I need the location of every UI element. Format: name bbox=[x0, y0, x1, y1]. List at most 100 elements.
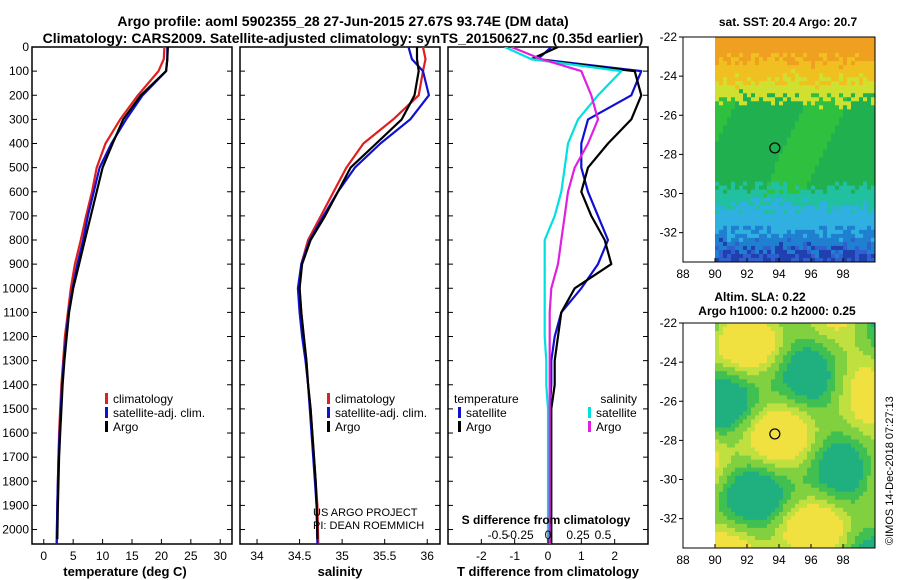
map-cell bbox=[855, 371, 860, 376]
map-cell bbox=[715, 37, 720, 42]
map-cell bbox=[771, 233, 776, 239]
map-cell bbox=[807, 427, 812, 432]
map-cell bbox=[779, 53, 784, 58]
map-cell bbox=[803, 359, 808, 364]
map-cell bbox=[871, 249, 876, 255]
map-x-tick-label: 98 bbox=[836, 267, 850, 281]
map-cell bbox=[859, 129, 864, 134]
map-cell bbox=[763, 201, 768, 207]
map-cell bbox=[755, 137, 760, 142]
map-cell bbox=[719, 327, 724, 332]
map-cell bbox=[819, 383, 824, 388]
map-cell bbox=[803, 101, 808, 106]
map-cell bbox=[779, 129, 784, 134]
map-cell bbox=[855, 53, 860, 58]
map-cell bbox=[835, 527, 840, 533]
map-cell bbox=[719, 49, 724, 54]
map-cell bbox=[839, 403, 844, 408]
map-cell bbox=[863, 335, 868, 340]
map-cell bbox=[843, 503, 848, 509]
map-cell bbox=[719, 145, 724, 150]
map-cell bbox=[783, 213, 788, 219]
map-cell bbox=[783, 487, 788, 493]
map-cell bbox=[755, 371, 760, 376]
map-cell bbox=[735, 543, 740, 549]
map-cell bbox=[843, 105, 848, 110]
map-cell bbox=[751, 57, 756, 62]
map-cell bbox=[791, 347, 796, 352]
map-cell bbox=[815, 153, 820, 158]
map-cell bbox=[839, 431, 844, 436]
map-cell bbox=[739, 427, 744, 432]
map-cell bbox=[855, 101, 860, 106]
map-cell bbox=[731, 125, 736, 130]
map-cell bbox=[783, 383, 788, 388]
map-cell bbox=[799, 125, 804, 130]
map-cell bbox=[811, 97, 816, 102]
map-cell bbox=[851, 451, 856, 456]
map-cell bbox=[823, 363, 828, 368]
map-cell bbox=[771, 217, 776, 223]
map-cell bbox=[795, 161, 800, 166]
map-cell bbox=[763, 77, 768, 82]
map-cell bbox=[759, 245, 764, 251]
map-cell bbox=[823, 355, 828, 360]
map-cell bbox=[823, 359, 828, 364]
map-cell bbox=[827, 177, 832, 183]
map-cell bbox=[859, 109, 864, 114]
map-cell bbox=[859, 359, 864, 364]
map-cell bbox=[723, 539, 728, 545]
map-cell bbox=[847, 189, 852, 195]
map-cell bbox=[715, 459, 720, 465]
map-cell bbox=[715, 467, 720, 473]
map-cell bbox=[747, 141, 752, 146]
map-cell bbox=[771, 169, 776, 175]
map-cell bbox=[799, 177, 804, 183]
map-cell bbox=[795, 253, 800, 259]
map-cell bbox=[715, 225, 720, 231]
map-cell bbox=[747, 527, 752, 533]
map-cell bbox=[871, 185, 876, 191]
map-cell bbox=[843, 459, 848, 465]
map-cell bbox=[735, 351, 740, 356]
map-cell bbox=[751, 379, 756, 384]
map-cell bbox=[803, 339, 808, 344]
map-cell bbox=[775, 479, 780, 485]
map-cell bbox=[835, 471, 840, 477]
map-cell bbox=[867, 169, 872, 175]
map-cell bbox=[839, 455, 844, 461]
map-cell bbox=[723, 121, 728, 126]
map-cell bbox=[819, 165, 824, 170]
map-cell bbox=[811, 185, 816, 191]
map-cell bbox=[755, 105, 760, 110]
map-cell bbox=[715, 193, 720, 199]
map-cell bbox=[779, 379, 784, 384]
map-cell bbox=[787, 455, 792, 461]
map-cell bbox=[815, 415, 820, 420]
map-cell bbox=[867, 439, 872, 444]
map-cell bbox=[851, 387, 856, 392]
map-cell bbox=[871, 205, 876, 211]
map-cell bbox=[751, 237, 756, 243]
map-cell bbox=[819, 479, 824, 485]
map-cell bbox=[823, 37, 828, 42]
map-cell bbox=[727, 379, 732, 384]
map-cell bbox=[787, 225, 792, 231]
map-cell bbox=[731, 101, 736, 106]
map-cell bbox=[759, 443, 764, 448]
map-cell bbox=[771, 467, 776, 473]
map-cell bbox=[751, 431, 756, 436]
map-cell bbox=[783, 153, 788, 158]
map-cell bbox=[767, 379, 772, 384]
map-cell bbox=[735, 527, 740, 533]
map-cell bbox=[835, 193, 840, 199]
map-cell bbox=[779, 387, 784, 392]
map-cell bbox=[863, 73, 868, 78]
map-cell bbox=[811, 375, 816, 380]
map-cell bbox=[855, 161, 860, 166]
map-cell bbox=[803, 185, 808, 191]
x-tick-label: 30 bbox=[214, 549, 228, 563]
map-cell bbox=[799, 411, 804, 416]
map-cell bbox=[771, 101, 776, 106]
depth-tick-label: 400 bbox=[9, 137, 29, 151]
